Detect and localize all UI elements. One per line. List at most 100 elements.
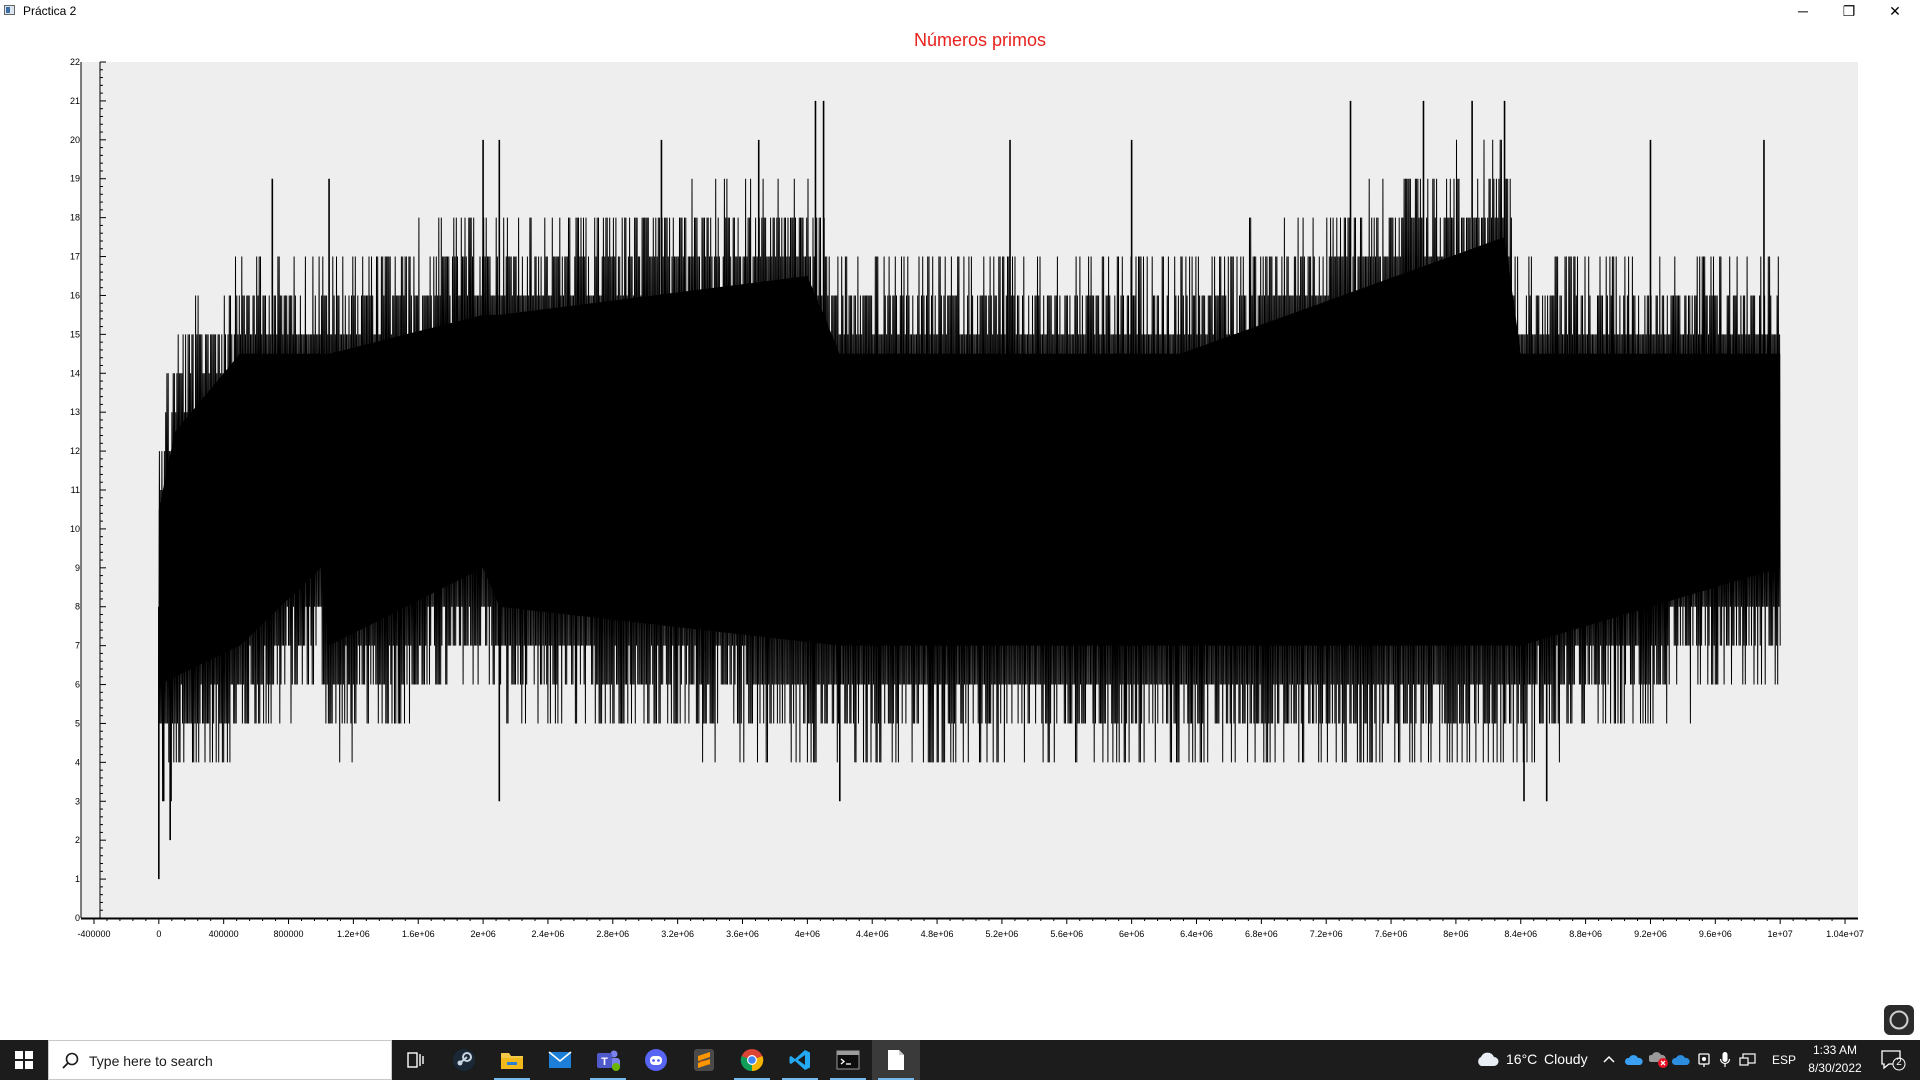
teams-icon: T — [597, 1050, 620, 1071]
y-tick-label: 5 — [75, 718, 80, 728]
x-tick-label: 4.8e+06 — [921, 929, 954, 939]
taskbar-app-sublime-text[interactable] — [680, 1040, 728, 1080]
start-button[interactable] — [0, 1040, 48, 1080]
steam-icon — [453, 1049, 475, 1071]
y-tick-label: 11 — [71, 485, 80, 495]
taskbar-app-file-explorer[interactable] — [488, 1040, 536, 1080]
y-tick-label: 22 — [70, 57, 80, 67]
y-tick-label: 19 — [70, 174, 80, 184]
y-tick-label: 15 — [70, 329, 80, 339]
mail-icon — [548, 1051, 572, 1068]
x-tick-label: 1.2e+06 — [337, 929, 370, 939]
microphone-icon[interactable] — [1719, 1051, 1731, 1069]
x-tick-label: 8.8e+06 — [1569, 929, 1602, 939]
onedrive-error-icon[interactable] — [1649, 1051, 1669, 1069]
x-tick-label: 4.4e+06 — [856, 929, 889, 939]
language-indicator[interactable]: ESP — [1772, 1053, 1797, 1067]
x-tick-label: 4e+06 — [795, 929, 820, 939]
data-band — [158, 237, 1781, 685]
y-tick-label: 3 — [75, 796, 80, 806]
search-placeholder: Type here to search — [89, 1053, 213, 1069]
x-tick-label: 9.2e+06 — [1634, 929, 1667, 939]
y-tick-label: 18 — [70, 213, 80, 223]
x-tick-label: 1.6e+06 — [402, 929, 435, 939]
plot-canvas: 012345678910111213141516171819202122-400… — [70, 57, 1864, 939]
restore-button[interactable]: ❐ — [1842, 2, 1856, 19]
app-icon — [4, 5, 15, 15]
search-input[interactable]: Type here to search — [48, 1040, 392, 1080]
x-tick-label: 7.6e+06 — [1375, 929, 1408, 939]
chrome-icon — [740, 1049, 764, 1072]
x-tick-label: 9.6e+06 — [1699, 929, 1732, 939]
y-tick-label: 14 — [70, 368, 80, 378]
x-tick-label: 2.4e+06 — [532, 929, 565, 939]
task-view-icon — [407, 1052, 424, 1068]
taskbar-app-chrome[interactable] — [728, 1040, 776, 1080]
notification-icon[interactable] — [1880, 1049, 1906, 1071]
x-tick-label: 400000 — [209, 929, 239, 939]
x-tick-label: 3.6e+06 — [726, 929, 759, 939]
data-series — [158, 100, 1781, 880]
x-tick-label: 8.4e+06 — [1504, 929, 1537, 939]
y-tick-label: 4 — [75, 757, 80, 767]
taskbar-app-discord[interactable] — [632, 1040, 680, 1080]
taskbar-app-terminal[interactable] — [824, 1040, 872, 1080]
x-tick-label: 6.8e+06 — [1245, 929, 1278, 939]
x-tick-label: 2e+06 — [470, 929, 495, 939]
y-tick-label: 6 — [75, 680, 80, 690]
y-tick-label: 10 — [70, 524, 80, 534]
windows-icon — [15, 1051, 33, 1069]
svg-text:T: T — [601, 1056, 608, 1068]
circle-icon — [1889, 1010, 1909, 1030]
weather-description[interactable]: Cloudy — [1544, 1051, 1588, 1067]
window-title: Práctica 2 — [23, 4, 77, 18]
taskbar-app-steam[interactable] — [440, 1040, 488, 1080]
weather-temperature[interactable]: 16°C — [1506, 1051, 1538, 1067]
x-tick-label: 5.2e+06 — [986, 929, 1019, 939]
taskbar: Type here to search — [0, 1040, 1920, 1080]
y-tick-label: 12 — [70, 446, 80, 456]
folder-icon — [501, 1053, 523, 1069]
x-tick-label: 0 — [156, 929, 161, 939]
clock-date[interactable]: 8/30/2022 — [1808, 1061, 1862, 1075]
taskbar-app-vs-code[interactable] — [776, 1040, 824, 1080]
y-tick-label: 13 — [70, 407, 80, 417]
close-button[interactable]: ✕ — [1889, 2, 1901, 19]
task-view-button[interactable] — [392, 1040, 440, 1080]
y-tick-label: 7 — [75, 641, 80, 651]
discord-icon — [645, 1049, 667, 1071]
sublime-text-icon — [694, 1049, 714, 1071]
terminal-icon — [836, 1050, 860, 1070]
floating-assistant-button[interactable] — [1884, 1005, 1914, 1035]
app-window: Práctica 2 ─ ❐ ✕ 0 1 2 3 4 5 6 7 8 9 10 11 12 13 14 15 1… — [4, 2, 1901, 939]
x-tick-label: 5.6e+06 — [1050, 929, 1083, 939]
x-tick-label: 3.2e+06 — [661, 929, 694, 939]
y-tick-label: 1 — [75, 874, 80, 884]
webcam-icon[interactable] — [1697, 1052, 1711, 1068]
y-tick-label: 21 — [70, 96, 80, 106]
chart-title: Números primos — [913, 30, 1047, 50]
x-tick-label: 7.2e+06 — [1310, 929, 1343, 939]
taskbar-app-mail[interactable] — [536, 1040, 584, 1080]
axes: 012345678910111213141516171819202122-400… — [70, 57, 1864, 939]
x-tick-label: 2.8e+06 — [596, 929, 629, 939]
minimize-button[interactable]: ─ — [1798, 3, 1808, 19]
network-icon[interactable] — [1739, 1053, 1757, 1067]
cloud-icon — [1478, 1052, 1499, 1066]
document-icon — [888, 1050, 904, 1070]
y-tick-label: 16 — [70, 290, 80, 300]
onedrive-business-icon[interactable] — [1672, 1053, 1690, 1067]
x-tick-label: 1e+07 — [1768, 929, 1793, 939]
taskbar-app-teams[interactable]: T — [584, 1040, 632, 1080]
x-tick-label: 1.04e+07 — [1826, 929, 1864, 939]
x-tick-label: 6e+06 — [1119, 929, 1144, 939]
x-tick-label: 8e+06 — [1443, 929, 1468, 939]
y-tick-label: 0 — [75, 913, 80, 923]
onedrive-icon[interactable] — [1625, 1053, 1643, 1067]
clock-time[interactable]: 1:33 AM — [1812, 1043, 1858, 1057]
taskbar-app-practica-window[interactable] — [872, 1040, 920, 1080]
y-tick-label: 17 — [70, 252, 80, 262]
y-tick-label: 2 — [75, 835, 80, 845]
chevron-up-icon[interactable] — [1603, 1054, 1615, 1064]
y-tick-label: 9 — [75, 563, 80, 573]
